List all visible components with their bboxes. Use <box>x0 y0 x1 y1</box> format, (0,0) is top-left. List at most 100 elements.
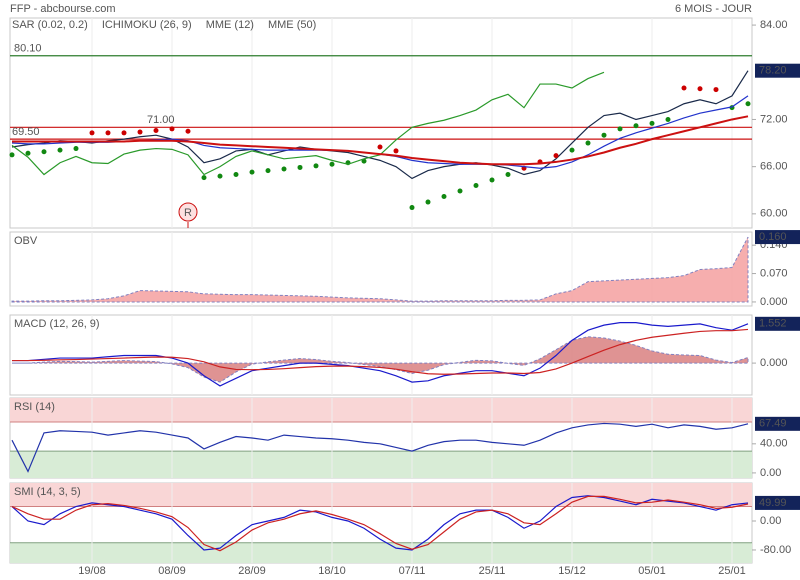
panel-title: OBV <box>14 235 38 247</box>
period: 6 MOIS - JOUR <box>675 3 752 15</box>
sar-dot <box>313 163 319 169</box>
sar-dot <box>553 153 559 159</box>
x-tick-label: 28/09 <box>238 565 266 577</box>
area <box>11 236 749 303</box>
oversold-zone <box>10 451 752 478</box>
last-value-box <box>755 416 800 431</box>
sar-dot <box>297 164 303 170</box>
sar-dot <box>137 129 143 135</box>
x-tick-label: 05/01 <box>638 565 666 577</box>
y-tick-label: 0.000 <box>760 357 788 369</box>
sar-dot <box>217 173 223 179</box>
sar-dot <box>265 168 271 174</box>
y-tick-label: 72.00 <box>760 113 788 125</box>
sar-dot <box>745 101 751 107</box>
last-value-label: 49.99 <box>759 497 787 509</box>
panel-frame <box>9 314 753 396</box>
marker-label: R <box>184 207 192 219</box>
x-tick-label: 15/12 <box>558 565 586 577</box>
sar-dot <box>233 172 239 178</box>
sar-dot <box>665 116 671 122</box>
y-tick-label: 0.00 <box>760 467 781 479</box>
sar-dot <box>105 130 111 136</box>
area <box>12 336 749 383</box>
y-tick-label: 40.00 <box>760 438 788 450</box>
y-tick-label: 60.00 <box>760 208 788 220</box>
sar-dot <box>649 120 655 126</box>
sar-dot <box>25 150 31 156</box>
sar-dot <box>425 199 431 205</box>
sar-dot <box>89 130 95 136</box>
legend-entry: ICHIMOKU (26, 9) <box>102 19 192 31</box>
sar-dot <box>361 158 367 164</box>
y-tick-label: 0.070 <box>760 267 788 279</box>
sar-dot <box>9 152 15 158</box>
level-label: 80.10 <box>14 43 42 55</box>
last-value-box <box>755 495 800 510</box>
oversold-zone <box>10 542 752 563</box>
sar-dot <box>473 183 479 189</box>
panel-title: RSI (14) <box>14 401 55 413</box>
sar-dot <box>617 126 623 132</box>
last-value-label: 1.552 <box>759 318 787 330</box>
sar-dot <box>569 147 575 153</box>
sar-dot <box>409 205 415 211</box>
sar-dot <box>121 130 127 136</box>
sar-dot <box>73 146 79 152</box>
x-tick-label: 25/01 <box>718 565 746 577</box>
overbought-zone <box>10 398 752 422</box>
x-tick-label: 19/08 <box>78 565 106 577</box>
last-value-box <box>755 230 800 245</box>
level-label: 71.00 <box>147 114 175 126</box>
line <box>11 495 749 551</box>
legend-entry: SAR (0.02, 0.2) <box>12 19 88 31</box>
line <box>11 71 605 176</box>
sar-dot <box>585 140 591 146</box>
sar-dot <box>249 169 255 175</box>
last-value-label: 0.160 <box>759 231 787 243</box>
sar-dot <box>377 144 383 150</box>
y-tick-label: 0.00 <box>760 515 781 527</box>
sar-dot <box>441 194 447 200</box>
sar-dot <box>601 132 607 138</box>
sar-dot <box>457 188 463 194</box>
sar-dot <box>505 172 511 178</box>
y-tick-label: 66.00 <box>760 161 788 173</box>
line <box>12 321 749 387</box>
line <box>11 422 749 473</box>
line <box>12 328 749 375</box>
sar-dot <box>681 85 687 91</box>
sar-dot <box>633 123 639 129</box>
x-tick-label: 18/10 <box>318 565 346 577</box>
line <box>11 495 749 552</box>
last-value-label: 78.20 <box>759 65 787 77</box>
last-value-box <box>755 316 800 331</box>
sar-dot <box>153 127 159 133</box>
legend-entry: MME (12) <box>206 19 254 31</box>
sar-dot <box>697 86 703 92</box>
x-tick-label: 07/11 <box>399 565 426 577</box>
sar-dot <box>393 148 399 154</box>
legend-entry: MME (50) <box>268 19 316 31</box>
sar-dot <box>489 177 495 183</box>
x-tick-label: 08/09 <box>158 565 186 577</box>
source-title: FFP - abcbourse.com <box>10 3 116 15</box>
sar-dot <box>329 161 335 167</box>
level-label: 69.50 <box>12 126 40 138</box>
line <box>11 70 749 180</box>
y-tick-label: 0.000 <box>760 296 788 308</box>
sar-dot <box>185 128 191 134</box>
y-tick-label: -80.00 <box>760 544 791 556</box>
marker <box>178 202 198 222</box>
panel-title: SMI (14, 3, 5) <box>14 486 81 498</box>
x-tick-label: 25/11 <box>479 565 506 577</box>
panel-frame <box>9 17 753 229</box>
sar-dot <box>201 175 207 181</box>
sar-dot <box>57 147 63 153</box>
last-value-label: 67.49 <box>759 418 787 430</box>
panel-frame <box>9 231 753 307</box>
sar-dot <box>169 126 175 132</box>
sar-dot <box>713 87 719 93</box>
line <box>12 115 749 166</box>
